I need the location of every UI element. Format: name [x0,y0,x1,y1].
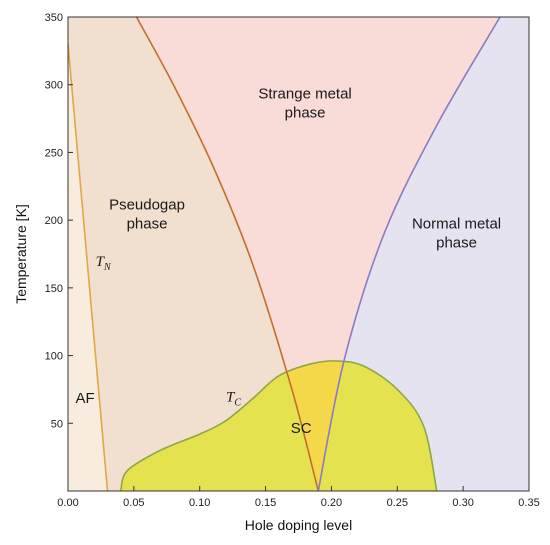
x-tick-label: 0.10 [189,497,210,509]
x-axis-label: Hole doping level [245,517,352,533]
x-tick-label: 0.30 [452,497,473,509]
tc-curve [119,360,438,491]
tn-line [68,44,109,491]
region-label: SC [291,420,312,437]
chart-text-labels: Strange metal phase Pseudogap phase Normal m… [76,85,502,437]
x-tick-label: 0.00 [57,497,78,509]
normal-metal-curve [317,17,501,491]
phase-regions [68,17,529,491]
region-label: AF [76,390,95,407]
x-tick-label: 0.15 [255,497,276,509]
curve-label: TC [226,390,241,409]
x-tick-label: 0.20 [321,497,342,509]
region-label: Pseudogap phase [109,196,185,232]
y-tick-label: 200 [45,215,63,227]
chart-axes: 0.00 0.05 0.10 0.15 0.20 0.25 0.30 0.35 50 100 150… [13,12,540,533]
sc-dome-region [120,360,437,491]
x-tick-label: 0.25 [387,497,408,509]
y-tick-label: 150 [45,283,63,295]
pseudogap-curve [135,17,320,491]
x-tick-label: 0.05 [123,497,144,509]
y-tick-label: 100 [45,351,63,363]
y-tick-label: 250 [45,147,63,159]
x-tick-label: 0.35 [518,497,539,509]
phase-boundary-curves [68,17,501,491]
y-tick-label: 300 [45,80,63,92]
pseudogap-region [68,17,319,491]
y-axis-label: Temperature [K] [13,204,29,304]
y-tick-label: 50 [51,418,63,430]
plot-frame [67,16,530,492]
region-label: Normal metal phase [412,215,501,251]
curve-label: TN [96,254,112,273]
region-label: Strange metal phase [258,85,351,121]
y-tick-label: 350 [45,12,63,24]
